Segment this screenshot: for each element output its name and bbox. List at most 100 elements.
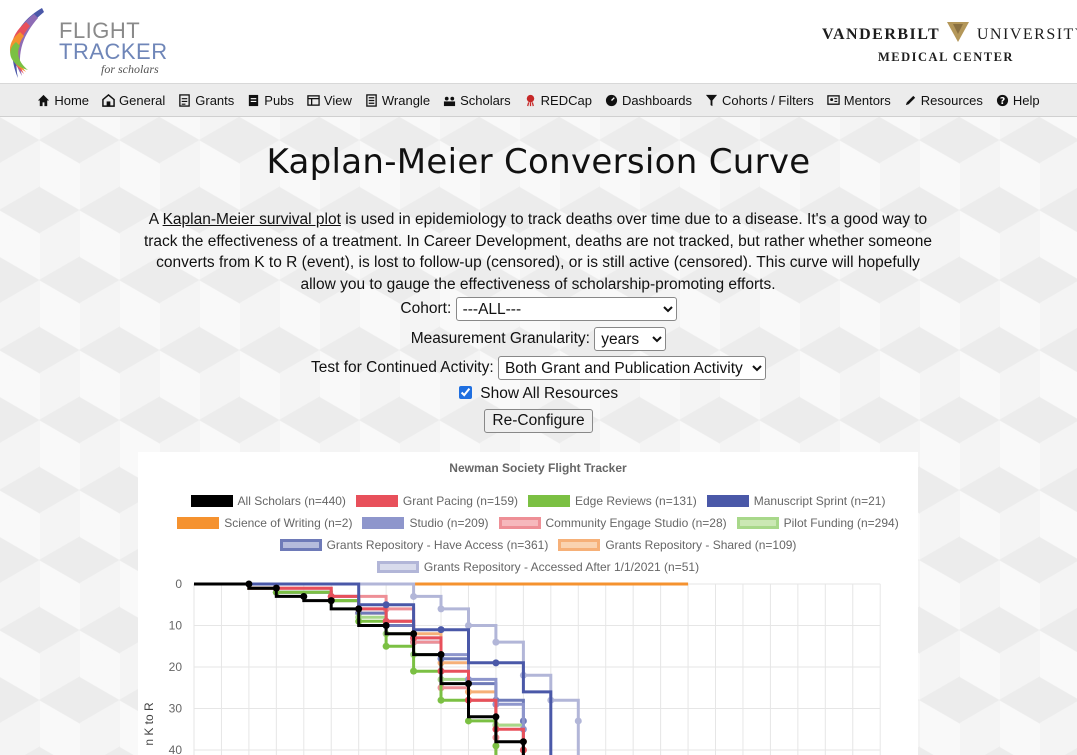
vanderbilt-v-icon <box>947 22 970 42</box>
legend-item[interactable]: Grants Repository - Shared (n=109) <box>558 538 796 552</box>
nav-label: View <box>323 92 352 108</box>
legend-item[interactable]: All Scholars (n=440) <box>190 494 346 508</box>
nav-label: Pubs <box>264 92 294 108</box>
series-point <box>437 696 445 704</box>
reconfigure-button[interactable]: Re-Configure <box>484 409 593 433</box>
series-line <box>194 582 553 755</box>
series-point <box>519 738 527 746</box>
vu-word-university: UNIVERSITY <box>976 26 1077 43</box>
legend-item[interactable]: Grants Repository - Have Access (n=361) <box>279 538 549 552</box>
series-point <box>382 622 390 629</box>
nav-label: Wrangle <box>381 92 431 108</box>
series-point <box>355 605 363 613</box>
main-nav: Home General Grants Pubs View Wrangle Sc… <box>0 83 1077 117</box>
legend-item[interactable]: Pilot Funding (n=294) <box>736 516 899 530</box>
legend-item[interactable]: Grants Repository - Accessed After 1/1/2… <box>376 560 699 574</box>
chart-title: Newman Society Flight Tracker <box>449 461 627 475</box>
legend-swatch <box>376 561 419 573</box>
series-point <box>437 651 445 659</box>
flight-tracker-logo[interactable]: FLIGHT TRACKER for scholars <box>4 6 174 80</box>
pubs-icon <box>247 94 260 107</box>
show-all-row: Show All Resources <box>0 385 1077 403</box>
mentors-icon <box>827 94 840 107</box>
y-tick-label: 40 <box>169 743 183 755</box>
y-axis-label: n K to R <box>142 702 156 746</box>
nav-grants[interactable]: Grants <box>178 93 234 108</box>
nav-dashboards[interactable]: Dashboards <box>605 93 692 108</box>
legend-label: Studio (n=209) <box>409 516 489 530</box>
page-title: Kaplan-Meier Conversion Curve <box>266 142 811 182</box>
y-tick-label: 10 <box>169 619 183 633</box>
series-point <box>410 630 418 638</box>
dashboards-icon <box>605 94 618 107</box>
granularity-row: Measurement Granularity: years <box>0 327 1077 351</box>
nav-label: Resources <box>920 92 983 108</box>
nav-scholars[interactable]: Scholars <box>443 93 511 108</box>
legend-item[interactable]: Science of Writing (n=2) <box>177 516 352 530</box>
legend-swatch <box>362 517 405 529</box>
cohort-row: Cohort: ---ALL--- <box>0 297 1077 321</box>
kaplan-meier-link[interactable]: Kaplan-Meier survival plot <box>162 211 341 228</box>
legend-swatch <box>190 495 233 507</box>
vanderbilt-logo[interactable]: VANDERBILT UNIVERSITY MEDICAL CENTER <box>822 22 1077 68</box>
legend-label: All Scholars (n=440) <box>237 494 346 508</box>
legend-item[interactable]: Studio (n=209) <box>362 516 489 530</box>
series-point <box>464 680 472 688</box>
nav-help[interactable]: ? Help <box>996 93 1040 108</box>
series-point <box>382 601 390 609</box>
legend-row: Grants Repository - Accessed After 1/1/2… <box>138 556 938 578</box>
nav-resources[interactable]: Resources <box>904 93 983 108</box>
legend-row: Science of Writing (n=2) Studio (n=209) Co… <box>138 512 938 534</box>
nav-redcap[interactable]: REDCap <box>524 93 592 108</box>
cohort-select[interactable]: ---ALL--- <box>455 297 677 321</box>
legend-label: Edge Reviews (n=131) <box>575 494 697 508</box>
legend-swatch <box>177 517 220 529</box>
legend-swatch <box>706 495 749 507</box>
wrangle-icon <box>365 93 378 107</box>
series-point <box>464 717 472 725</box>
resources-icon <box>904 94 917 107</box>
nav-label: Home <box>54 92 90 108</box>
help-icon: ? <box>996 94 1009 107</box>
nav-label: REDCap <box>540 92 592 108</box>
legend-swatch <box>498 517 541 529</box>
legend-label: Grants Repository - Have Access (n=361) <box>326 538 549 552</box>
logo-tagline: for scholars <box>101 62 159 76</box>
intro-paragraph: A Kaplan-Meier survival plot is used in … <box>138 209 938 295</box>
nav-home[interactable]: Home <box>37 93 89 108</box>
legend-label: Manuscript Sprint (n=21) <box>753 494 886 508</box>
legend-swatch <box>736 517 779 529</box>
show-all-resources-label[interactable]: Show All Resources <box>480 385 619 402</box>
nav-view[interactable]: View <box>307 93 352 108</box>
feather-logo-icon <box>9 8 44 78</box>
series-point <box>464 622 472 629</box>
series-line <box>194 582 580 755</box>
legend-swatch <box>279 539 322 551</box>
legend-label: Grants Repository - Shared (n=109) <box>605 538 797 552</box>
nav-label: Cohorts / Filters <box>722 92 814 108</box>
show-all-resources-checkbox[interactable] <box>458 386 472 399</box>
nav-cohorts-filters[interactable]: Cohorts / Filters <box>705 93 814 108</box>
nav-wrangle[interactable]: Wrangle <box>365 93 430 108</box>
reconfigure-row: Re-Configure <box>0 409 1077 433</box>
granularity-select[interactable]: years <box>594 327 667 351</box>
activity-label: Test for Continued Activity: <box>311 359 494 377</box>
nav-mentors[interactable]: Mentors <box>827 93 891 108</box>
legend-swatch <box>355 495 398 507</box>
legend-item[interactable]: Manuscript Sprint (n=21) <box>706 494 886 508</box>
activity-select[interactable]: Both Grant and Publication Activity <box>497 356 766 380</box>
legend-item[interactable]: Community Engage Studio (n=28) <box>498 516 727 530</box>
logo-word-flight: FLIGHT <box>59 18 141 43</box>
legend-swatch <box>528 495 570 507</box>
nav-general[interactable]: General <box>102 93 165 108</box>
legend-row: Grants Repository - Have Access (n=361) G… <box>138 534 938 556</box>
legend-row: All Scholars (n=440) Grant Pacing (n=159)… <box>138 490 938 512</box>
nav-pubs[interactable]: Pubs <box>247 93 294 108</box>
nav-label: Help <box>1012 92 1040 108</box>
scholars-icon <box>443 94 456 107</box>
nav-label: Scholars <box>460 92 511 108</box>
legend-item[interactable]: Grant Pacing (n=159) <box>355 494 518 508</box>
legend-swatch <box>558 539 601 551</box>
series-point <box>410 592 418 600</box>
legend-item[interactable]: Edge Reviews (n=131) <box>528 494 697 508</box>
